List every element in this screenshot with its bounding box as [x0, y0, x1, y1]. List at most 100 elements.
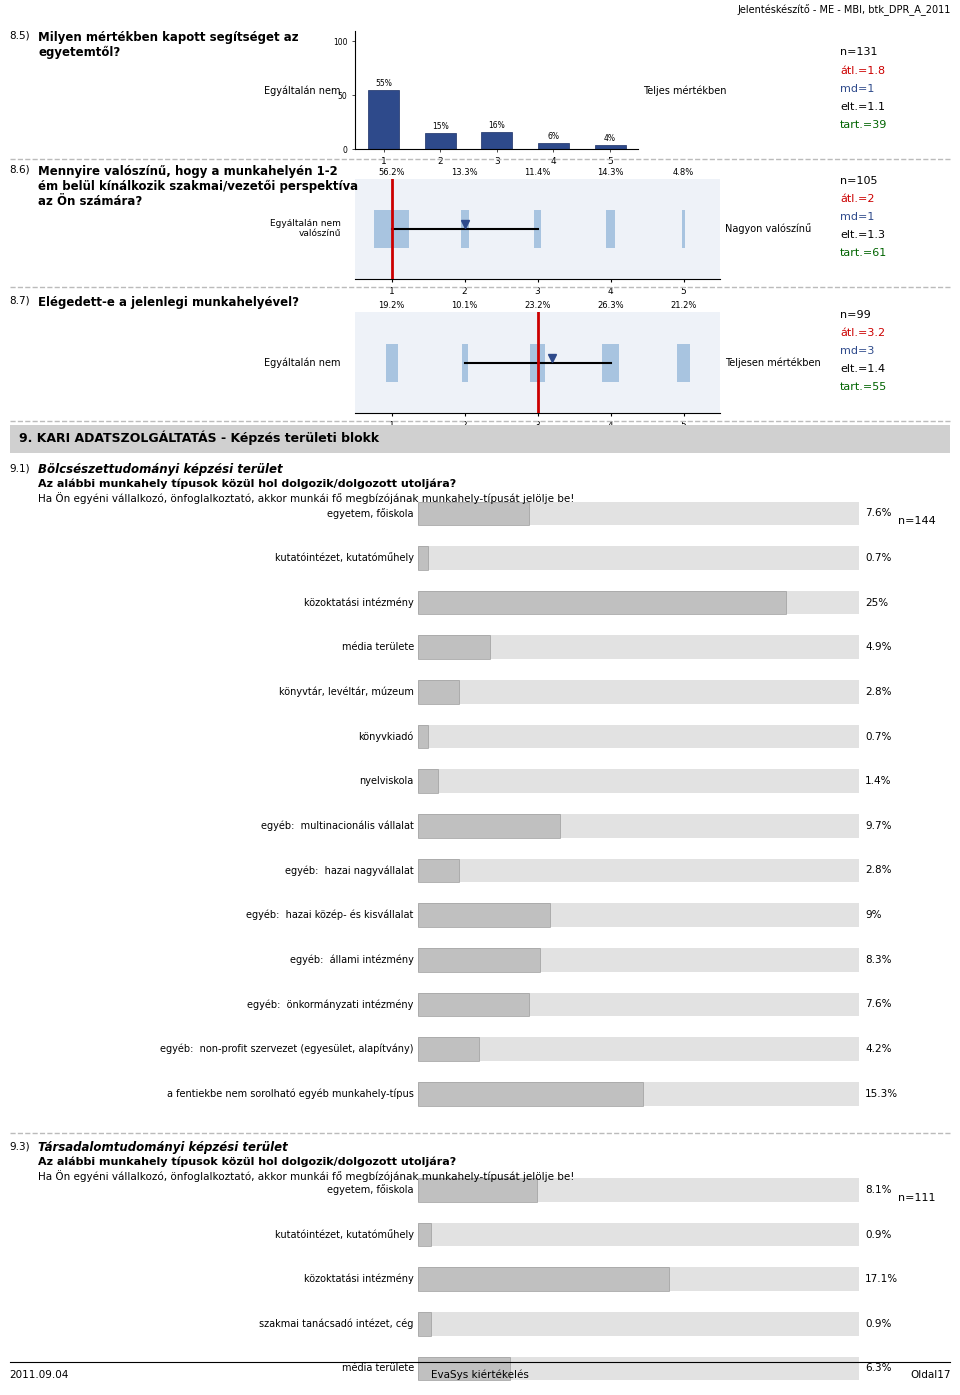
Text: nyelviskola: nyelviskola: [359, 776, 414, 787]
Text: Egyáltalán nem
valószínű: Egyáltalán nem valószínű: [270, 219, 341, 239]
Bar: [594, 145, 626, 149]
Text: Jelentéskészítő - ME - MBI, btk_DPR_A_2011: Jelentéskészítő - ME - MBI, btk_DPR_A_20…: [737, 4, 950, 17]
Text: n=105: n=105: [840, 176, 877, 186]
Text: könyvkiadó: könyvkiadó: [358, 731, 414, 742]
Text: 2.8%: 2.8%: [865, 686, 892, 698]
Text: média területe: média területe: [342, 1363, 414, 1374]
Text: 8.3%: 8.3%: [865, 954, 892, 965]
Text: 1.4%: 1.4%: [865, 776, 892, 787]
Text: 0.7%: 0.7%: [865, 552, 891, 564]
Text: 11.4%: 11.4%: [524, 167, 551, 177]
Text: Társadalomtudományi képzési terület: Társadalomtudományi képzési terület: [38, 1141, 288, 1154]
Text: Egyáltalán nem: Egyáltalán nem: [264, 85, 341, 96]
Text: 25%: 25%: [865, 597, 888, 608]
Bar: [424, 133, 456, 149]
Text: 55%: 55%: [375, 80, 392, 88]
Text: 0.7%: 0.7%: [865, 731, 891, 742]
Text: egyéb:  multinacionális vállalat: egyéb: multinacionális vállalat: [261, 820, 414, 831]
Text: egyéb:  önkormányzati intézmény: egyéb: önkormányzati intézmény: [248, 999, 414, 1010]
Bar: [368, 89, 399, 149]
Text: 7.6%: 7.6%: [865, 508, 892, 519]
Text: 6.3%: 6.3%: [865, 1363, 892, 1374]
Text: 15%: 15%: [432, 123, 448, 131]
Text: 4.8%: 4.8%: [673, 167, 694, 177]
Text: szakmai tanácsadó intézet, cég: szakmai tanácsadó intézet, cég: [259, 1318, 414, 1329]
Text: 9. KARI ADATSZOLGÁLTATÁS - Képzés területi blokk: 9. KARI ADATSZOLGÁLTATÁS - Képzés terüle…: [19, 431, 379, 445]
Bar: [461, 209, 468, 248]
Text: tart.=55: tart.=55: [840, 382, 887, 392]
Text: egyetem, főiskola: egyetem, főiskola: [327, 508, 414, 519]
Text: md=3: md=3: [840, 346, 875, 356]
Text: elt.=1.1: elt.=1.1: [840, 102, 885, 112]
Text: md=1: md=1: [840, 212, 875, 222]
Bar: [374, 209, 409, 248]
Text: 0.9%: 0.9%: [865, 1229, 891, 1240]
Text: 13.3%: 13.3%: [451, 167, 478, 177]
Text: egyéb:  hazai nagyvállalat: egyéb: hazai nagyvállalat: [285, 865, 414, 876]
Text: kutatóintézet, kutatóműhely: kutatóintézet, kutatóműhely: [275, 552, 414, 564]
Text: 9%: 9%: [865, 910, 881, 921]
Text: elt.=1.4: elt.=1.4: [840, 364, 885, 374]
Text: 4%: 4%: [604, 134, 616, 144]
Text: 56.2%: 56.2%: [378, 167, 405, 177]
Text: 9.3): 9.3): [10, 1141, 30, 1151]
Text: 16%: 16%: [489, 121, 505, 130]
Text: tart.=39: tart.=39: [840, 120, 887, 130]
Text: 0.9%: 0.9%: [865, 1318, 891, 1329]
Text: kutatóintézet, kutatóműhely: kutatóintézet, kutatóműhely: [275, 1229, 414, 1240]
Text: Az alábbi munkahely típusok közül hol dolgozik/dolgozott utoljára?: Az alábbi munkahely típusok közül hol do…: [38, 1156, 457, 1168]
Text: Oldal17: Oldal17: [910, 1370, 950, 1380]
Text: md=1: md=1: [840, 84, 875, 93]
Text: egyéb:  hazai közép- és kisvállalat: egyéb: hazai közép- és kisvállalat: [247, 910, 414, 921]
Bar: [481, 133, 513, 149]
Bar: [386, 343, 397, 382]
Text: n=144: n=144: [898, 516, 935, 526]
Text: 23.2%: 23.2%: [524, 301, 551, 311]
Text: közoktatási intézmény: közoktatási intézmény: [304, 597, 414, 608]
Text: átl.=2: átl.=2: [840, 194, 875, 204]
Text: 4.9%: 4.9%: [865, 642, 892, 653]
Text: tart.=61: tart.=61: [840, 248, 887, 258]
Text: 17.1%: 17.1%: [865, 1274, 899, 1285]
Text: média területe: média területe: [342, 642, 414, 653]
Text: egyéb:  állami intézmény: egyéb: állami intézmény: [290, 954, 414, 965]
Bar: [603, 343, 618, 382]
Text: 14.3%: 14.3%: [597, 167, 624, 177]
Text: 9.7%: 9.7%: [865, 820, 892, 831]
Bar: [534, 209, 541, 248]
Text: közoktatási intézmény: közoktatási intézmény: [304, 1274, 414, 1285]
Bar: [538, 142, 569, 149]
Text: 21.2%: 21.2%: [670, 301, 697, 311]
Text: Ha Ön egyéni vállalkozó, önfoglalkoztató, akkor munkái fő megbízójának munkahely: Ha Ön egyéni vállalkozó, önfoglalkoztató…: [38, 492, 575, 505]
Text: 8.1%: 8.1%: [865, 1184, 892, 1196]
Text: Teljes mértékben: Teljes mértékben: [643, 85, 727, 96]
Bar: [677, 343, 690, 382]
Text: átl.=1.8: átl.=1.8: [840, 66, 885, 75]
Text: 7.6%: 7.6%: [865, 999, 892, 1010]
Text: Nagyon valószínű: Nagyon valószínű: [725, 223, 811, 234]
Text: n=131: n=131: [840, 47, 877, 57]
Text: 26.3%: 26.3%: [597, 301, 624, 311]
Text: elt.=1.3: elt.=1.3: [840, 230, 885, 240]
Text: Milyen mértékben kapott segítséget az
egyetemtől?: Milyen mértékben kapott segítséget az eg…: [38, 31, 299, 59]
Bar: [606, 209, 615, 248]
Text: 8.5): 8.5): [10, 31, 30, 40]
Text: 10.1%: 10.1%: [451, 301, 478, 311]
Text: Bölcsészettudományi képzési terület: Bölcsészettudományi képzési terület: [38, 463, 283, 476]
Text: 8.6): 8.6): [10, 165, 30, 174]
Text: 2.8%: 2.8%: [865, 865, 892, 876]
Text: 2011.09.04: 2011.09.04: [10, 1370, 69, 1380]
Text: 9.1): 9.1): [10, 463, 30, 473]
Text: átl.=3.2: átl.=3.2: [840, 328, 885, 338]
Bar: [462, 343, 468, 382]
Text: 6%: 6%: [547, 133, 560, 141]
Bar: [682, 209, 685, 248]
Text: könyvtár, levéltár, múzeum: könyvtár, levéltár, múzeum: [279, 686, 414, 698]
Text: Ha Ön egyéni vállalkozó, önfoglalkoztató, akkor munkái fő megbízójának munkahely: Ha Ön egyéni vállalkozó, önfoglalkoztató…: [38, 1170, 575, 1183]
Text: Az alábbi munkahely típusok közül hol dolgozik/dolgozott utoljára?: Az alábbi munkahely típusok közül hol do…: [38, 478, 457, 490]
Text: n=99: n=99: [840, 310, 871, 319]
Text: Teljesen mértékben: Teljesen mértékben: [725, 357, 821, 368]
Text: n=111: n=111: [898, 1193, 935, 1202]
Bar: [531, 343, 544, 382]
Text: 15.3%: 15.3%: [865, 1088, 899, 1099]
